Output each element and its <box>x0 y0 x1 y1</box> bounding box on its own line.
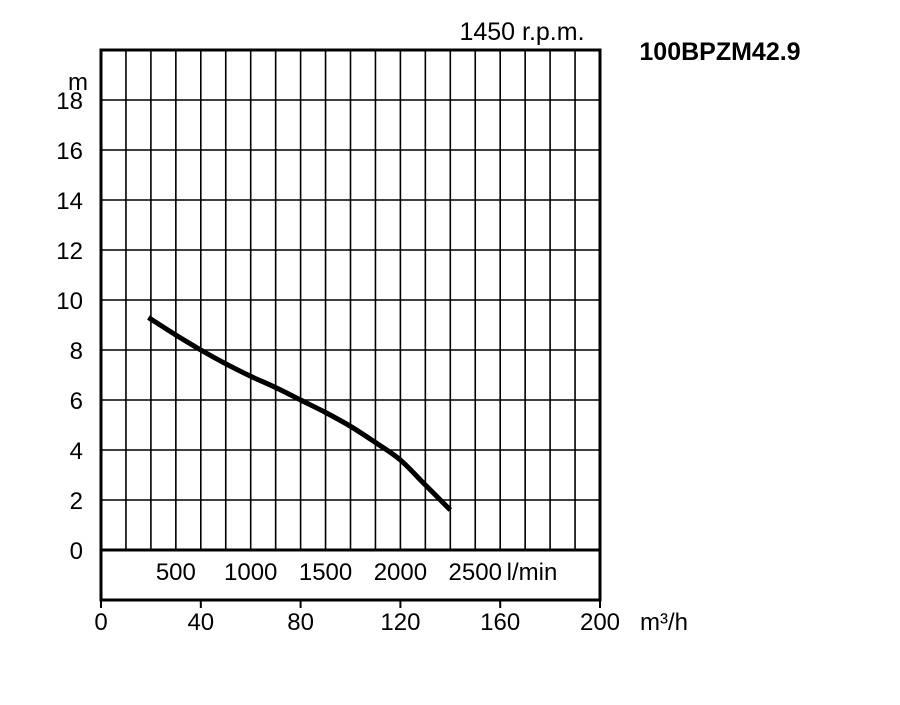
y-tick-label: 0 <box>70 538 83 565</box>
y-tick-label: 6 <box>70 388 83 415</box>
y-tick-label: 10 <box>56 288 83 315</box>
head-curve <box>148 318 450 511</box>
flow-tick-label: 2500 <box>449 559 502 586</box>
flow-tick-label: 500 <box>156 559 196 586</box>
rpm-label: 1450 r.p.m. <box>459 18 584 46</box>
flow-unit-label: l/min <box>507 559 558 586</box>
y-tick-label: 14 <box>56 188 83 215</box>
flow-tick-label: 1000 <box>224 559 277 586</box>
chart-title: 100BPZM42.9 <box>639 38 800 66</box>
flow-tick-label: 2000 <box>374 559 427 586</box>
y-tick-label: 4 <box>70 438 83 465</box>
y-ticks: 0 2 4 6 8 10 12 14 16 18 <box>56 88 83 565</box>
y-tick-label: 18 <box>56 88 83 115</box>
x-axis-unit: m³/h <box>640 609 688 636</box>
y-tick-label: 8 <box>70 338 83 365</box>
x-tick-label: 120 <box>380 609 420 636</box>
curve-layer <box>148 317 450 510</box>
flow-tick-label: 1500 <box>299 559 352 586</box>
labels: 1450 r.p.m. 100BPZM42.9 m m³/h l/min <box>68 18 801 636</box>
x-tick-label: 80 <box>287 609 314 636</box>
y-tick-label: 16 <box>56 138 83 165</box>
x-tick-label: 0 <box>94 609 107 636</box>
flow-ticks: 500 1000 1500 2000 2500 <box>156 559 502 586</box>
y-tick-label: 12 <box>56 238 83 265</box>
x-ticks: 0 40 80 120 160 200 <box>94 600 620 636</box>
x-tick-label: 40 <box>187 609 214 636</box>
grid <box>101 50 600 550</box>
y-tick-label: 2 <box>70 488 83 515</box>
x-tick-label: 160 <box>480 609 520 636</box>
x-tick-label: 200 <box>580 609 620 636</box>
